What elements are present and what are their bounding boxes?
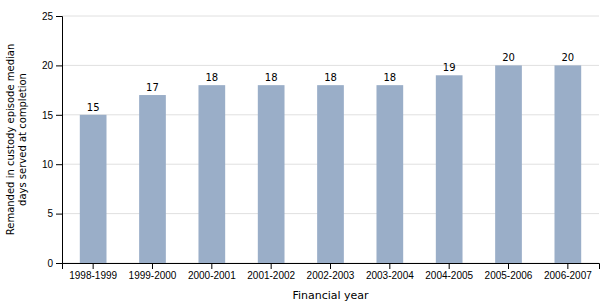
tick-label: 20 <box>42 60 54 71</box>
data-label: 20 <box>561 52 574 63</box>
tick: 2006-2007 <box>544 263 592 281</box>
tick-label: 2005-2006 <box>485 270 533 281</box>
y-axis-title: Remanded in custody episode mediandays s… <box>5 44 28 235</box>
bar <box>554 65 581 263</box>
bar <box>436 75 463 263</box>
tick-mark <box>152 263 153 269</box>
tick-label: 2006-2007 <box>544 270 592 281</box>
tick-mark <box>211 263 212 269</box>
tick-label: 25 <box>42 11 54 22</box>
tick-label: 1998-1999 <box>69 270 117 281</box>
tick-mark <box>56 214 62 215</box>
chart: 1517181818181920201998-19991999-20002000… <box>0 0 611 307</box>
plot: 1517181818181920201998-19991999-20002000… <box>42 11 600 281</box>
tick-mark <box>56 16 62 17</box>
tick-mark <box>56 164 62 165</box>
tick-label: 5 <box>47 208 53 219</box>
bar <box>139 95 166 263</box>
tick-mark <box>567 263 568 269</box>
bars <box>80 65 581 263</box>
tick-mark <box>56 115 62 116</box>
tick: 25 <box>42 11 62 22</box>
tick-label: 2000-2001 <box>188 270 236 281</box>
tick-label: 0 <box>47 258 53 269</box>
data-label: 18 <box>383 72 396 83</box>
tick: 2003-2004 <box>366 263 414 281</box>
tick: 2005-2006 <box>485 263 533 281</box>
y-axis: 0 5 10 15 20 25 <box>42 11 63 269</box>
data-label: 18 <box>265 72 278 83</box>
axis-line <box>56 17 63 264</box>
grid-line <box>62 16 599 17</box>
tick: 2001-2002 <box>247 263 295 281</box>
bar <box>495 65 522 263</box>
tick-label: 2001-2002 <box>247 270 295 281</box>
y-axis-title-line: Remanded in custody episode median <box>5 44 16 235</box>
data-label: 18 <box>324 72 337 83</box>
data-label: 19 <box>443 62 456 73</box>
x-axis-title: Financial year <box>292 289 369 302</box>
tick: 1998-1999 <box>69 263 117 281</box>
tick-mark <box>508 263 509 269</box>
tick: 2002-2003 <box>307 263 355 281</box>
tick-label: 2004-2005 <box>425 270 473 281</box>
data-label: 20 <box>502 52 515 63</box>
x-axis: 1998-1999 1999-2000 2000-2001 2001-2002 2002… <box>63 263 600 281</box>
data-label: 17 <box>146 82 159 93</box>
data-label: 18 <box>205 72 218 83</box>
tick-label: 10 <box>42 159 54 170</box>
tick-mark <box>330 263 331 269</box>
bar <box>198 85 225 263</box>
grid <box>62 16 599 263</box>
tick: 2000-2001 <box>188 263 236 281</box>
tick: 5 <box>47 208 62 219</box>
tick-label: 2003-2004 <box>366 270 414 281</box>
bar <box>258 85 285 263</box>
tick-mark <box>93 263 94 269</box>
tick-mark <box>56 65 62 66</box>
data-labels: 15 17 18 18 18 18 19 20 20 <box>87 52 574 112</box>
tick: 20 <box>42 60 62 71</box>
bar <box>376 85 403 263</box>
tick: 15 <box>42 110 62 121</box>
tick-mark <box>56 263 62 264</box>
tick-label: 2002-2003 <box>307 270 355 281</box>
tick-mark <box>271 263 272 269</box>
tick: 10 <box>42 159 62 170</box>
data-label: 15 <box>87 102 100 113</box>
tick: 1999-2000 <box>129 263 177 281</box>
axis-line <box>63 264 600 270</box>
bar <box>317 85 344 263</box>
tick-mark <box>449 263 450 269</box>
bar <box>80 115 107 263</box>
tick: 0 <box>47 258 62 269</box>
tick-label: 15 <box>42 110 54 121</box>
tick-mark <box>389 263 390 269</box>
y-axis-title-line: days served at completion <box>17 73 28 206</box>
tick-label: 1999-2000 <box>129 270 177 281</box>
tick: 2004-2005 <box>425 263 473 281</box>
